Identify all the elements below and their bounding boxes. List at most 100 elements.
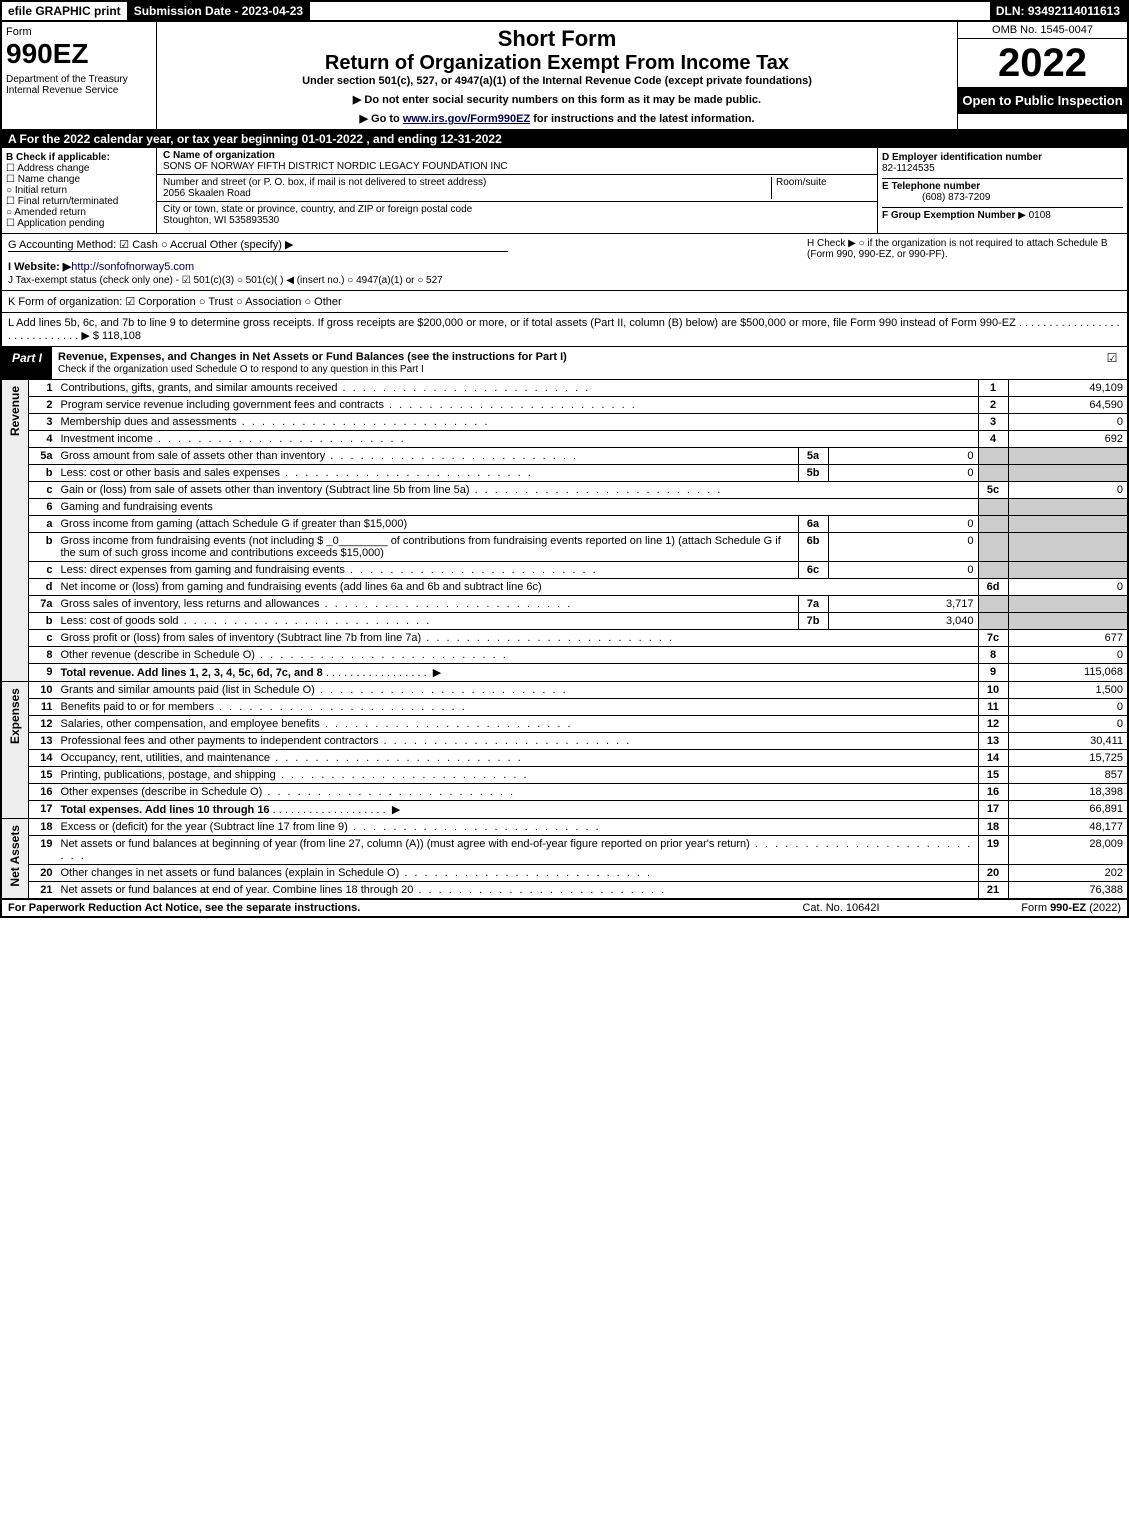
city-label: City or town, state or province, country… [163,204,472,215]
chk-initial-return[interactable]: Initial return [6,185,152,196]
line-5c-desc: Gain or (loss) from sale of assets other… [57,482,979,499]
street-label: Number and street (or P. O. box, if mail… [163,177,486,188]
line-11-val: 0 [1008,699,1128,716]
line-6c-desc: Less: direct expenses from gaming and fu… [57,562,799,579]
line-a: A For the 2022 calendar year, or tax yea… [0,130,1129,148]
street: 2056 Skaalen Road [163,188,251,199]
line-20-val: 202 [1008,865,1128,882]
netassets-label: Net Assets [6,821,24,891]
line-15-desc: Printing, publications, postage, and shi… [57,767,979,784]
line-5a-desc: Gross amount from sale of assets other t… [57,448,799,465]
form-number: 990EZ [6,38,152,70]
expenses-label: Expenses [6,684,24,748]
f-label: F Group Exemption Number [882,210,1015,221]
chk-app-pending[interactable]: Application pending [6,218,152,229]
part1-title: Revenue, Expenses, and Changes in Net As… [58,351,567,363]
line-6-desc: Gaming and fundraising events [57,499,979,516]
line-j: J Tax-exempt status (check only one) - ☑… [8,275,801,286]
line-3-val: 0 [1008,414,1128,431]
line-5b-val: 0 [828,465,978,482]
lines-table: Revenue 1Contributions, gifts, grants, a… [0,380,1129,899]
b-title: B Check if applicable: [6,152,152,163]
line-13-desc: Professional fees and other payments to … [57,733,979,750]
line-18-val: 48,177 [1008,819,1128,836]
form-ref: Form 990-EZ (2022) [941,902,1121,914]
top-bar: efile GRAPHIC print Submission Date - 20… [0,0,1129,22]
line-6d-val: 0 [1008,579,1128,596]
line-6b-val: 0 [828,533,978,562]
d-label: D Employer identification number [882,152,1042,163]
line-i-label: I Website: ▶ [8,261,71,273]
group-exempt: ▶ 0108 [1018,210,1051,221]
return-title: Return of Organization Exempt From Incom… [165,52,949,75]
line-7c-val: 677 [1008,630,1128,647]
line-17-desc: Total expenses. Add lines 10 through 16 [61,804,270,816]
line-21-val: 76,388 [1008,882,1128,899]
line-5a-val: 0 [828,448,978,465]
line-14-val: 15,725 [1008,750,1128,767]
part1-tab: Part I [2,347,52,379]
line-2-val: 64,590 [1008,397,1128,414]
dln: DLN: 93492114011613 [990,2,1127,20]
line-19-desc: Net assets or fund balances at beginning… [57,836,979,865]
page-footer: For Paperwork Reduction Act Notice, see … [0,899,1129,918]
submission-date: Submission Date - 2023-04-23 [128,2,310,20]
line-9-val: 115,068 [1008,664,1128,682]
line-4-val: 692 [1008,431,1128,448]
line-12-desc: Salaries, other compensation, and employ… [57,716,979,733]
e-label: E Telephone number [882,181,980,192]
line-7a-desc: Gross sales of inventory, less returns a… [57,596,799,613]
cat-no: Cat. No. 10642I [741,902,941,914]
line-1-desc: Contributions, gifts, grants, and simila… [57,380,979,397]
efile-label[interactable]: efile GRAPHIC print [2,2,128,20]
line-16-desc: Other expenses (describe in Schedule O) [57,784,979,801]
line-7b-desc: Less: cost of goods sold [57,613,799,630]
line-14-desc: Occupancy, rent, utilities, and maintena… [57,750,979,767]
website-link[interactable]: http://sonfofnorway5.com [71,261,194,273]
line-7b-val: 3,040 [828,613,978,630]
line-l: L Add lines 5b, 6c, and 7b to line 9 to … [0,313,1129,347]
form-header: Form 990EZ Department of the Treasury In… [0,22,1129,130]
line-3-desc: Membership dues and assessments [57,414,979,431]
line-7a-val: 3,717 [828,596,978,613]
chk-name-change[interactable]: Name change [6,174,152,185]
line-18-desc: Excess or (deficit) for the year (Subtra… [57,819,979,836]
line-10-val: 1,500 [1008,682,1128,699]
line-17-val: 66,891 [1008,801,1128,819]
line-10-desc: Grants and similar amounts paid (list in… [57,682,979,699]
line-19-val: 28,009 [1008,836,1128,865]
line-6a-desc: Gross income from gaming (attach Schedul… [57,516,799,533]
line-5c-val: 0 [1008,482,1128,499]
line-12-val: 0 [1008,716,1128,733]
irs-link[interactable]: www.irs.gov/Form990EZ [403,113,530,125]
part1-checkbox[interactable]: ☑ [1097,347,1127,379]
line-13-val: 30,411 [1008,733,1128,750]
c-name-label: C Name of organization [163,150,275,161]
form-label: Form [6,26,152,38]
line-8-val: 0 [1008,647,1128,664]
chk-amended[interactable]: Amended return [6,207,152,218]
line-20-desc: Other changes in net assets or fund bala… [57,865,979,882]
line-g: G Accounting Method: ☑ Cash ○ Accrual Ot… [8,238,508,252]
line-6d-desc: Net income or (loss) from gaming and fun… [57,579,979,596]
line-h: H Check ▶ ○ if the organization is not r… [801,238,1121,286]
chk-address-change[interactable]: Address change [6,163,152,174]
short-form-title: Short Form [165,26,949,52]
under-section: Under section 501(c), 527, or 4947(a)(1)… [165,75,949,87]
line-1-val: 49,109 [1008,380,1128,397]
line-k: K Form of organization: ☑ Corporation ○ … [0,291,1129,313]
open-public: Open to Public Inspection [958,87,1127,114]
omb-number: OMB No. 1545-0047 [958,22,1127,39]
line-21-desc: Net assets or fund balances at end of ye… [57,882,979,899]
line-11-desc: Benefits paid to or for members [57,699,979,716]
line-15-val: 857 [1008,767,1128,784]
line-8-desc: Other revenue (describe in Schedule O) [57,647,979,664]
line-4-desc: Investment income [57,431,979,448]
line-2-desc: Program service revenue including govern… [57,397,979,414]
chk-final-return[interactable]: Final return/terminated [6,196,152,207]
line-9-desc: Total revenue. Add lines 1, 2, 3, 4, 5c,… [61,667,323,679]
line-6c-val: 0 [828,562,978,579]
org-name: SONS OF NORWAY FIFTH DISTRICT NORDIC LEG… [163,161,508,172]
section-b-c-def: B Check if applicable: Address change Na… [0,148,1129,234]
ssn-note: ▶ Do not enter social security numbers o… [165,93,949,106]
